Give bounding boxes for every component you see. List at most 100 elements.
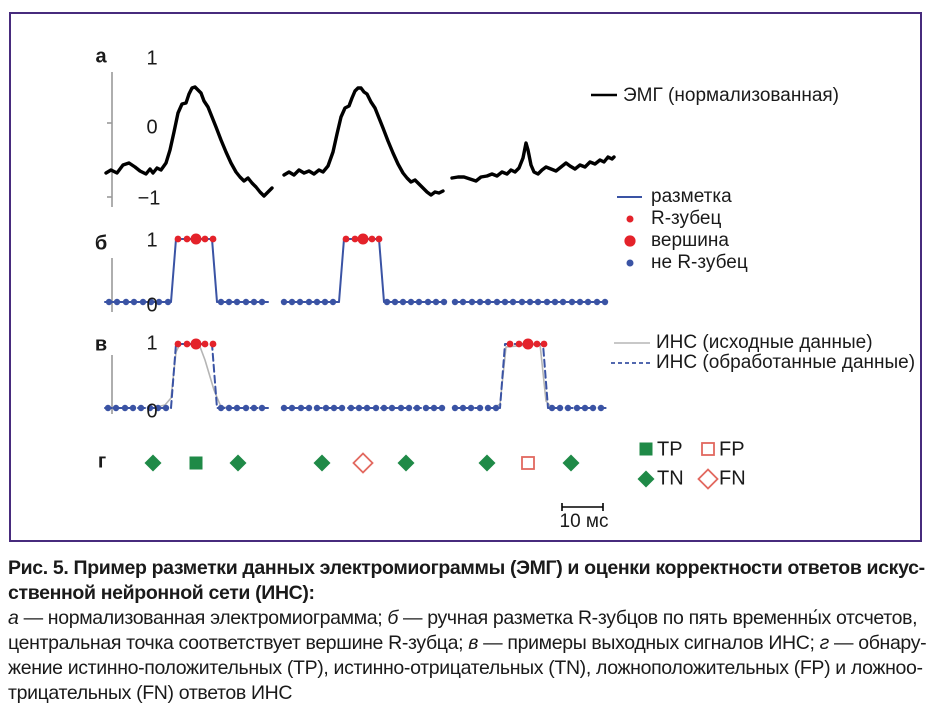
not-r-tooth-dot [492, 404, 500, 412]
legend-tn-swatch [637, 470, 655, 488]
r-tooth-dot [368, 235, 376, 243]
ins-raw-line [151, 343, 233, 409]
ins-processed-line [452, 343, 608, 409]
not-r-tooth-dot [501, 298, 509, 306]
not-r-tooth-dot [397, 404, 405, 412]
tn-marker [229, 454, 247, 472]
not-r-tooth-dot [468, 298, 476, 306]
not-r-tooth-dot [225, 298, 233, 306]
not-r-tooth-dot [122, 298, 130, 306]
not-r-tooth-dot [305, 404, 313, 412]
r-tooth-dot [174, 235, 182, 243]
not-r-tooth-dot [422, 404, 430, 412]
panel-g-label: г [97, 450, 107, 473]
not-r-tooth-dot [399, 298, 407, 306]
not-r-tooth-dot [147, 298, 155, 306]
legend-vershina-label: вершина [651, 230, 729, 251]
not-r-tooth-dot [250, 404, 258, 412]
r-tooth-dot [342, 235, 350, 243]
not-r-tooth-dot [551, 298, 559, 306]
not-r-tooth-dot [258, 298, 266, 306]
not-r-tooth-dot [288, 298, 296, 306]
not-r-tooth-dot [233, 404, 241, 412]
caption-text: — ручная разметка R-зубцов по пять време… [397, 607, 918, 629]
not-r-tooth-dot [155, 298, 163, 306]
not-r-tooth-dot [451, 404, 459, 412]
vershina-dot [190, 233, 202, 245]
caption-text: — нормализованная электромиограмма; [18, 607, 388, 629]
not-r-tooth-dot [476, 298, 484, 306]
not-r-tooth-dot [383, 298, 391, 306]
not-r-tooth-dot [388, 404, 396, 412]
r-tooth-dot [209, 340, 217, 348]
not-r-tooth-dot [338, 404, 346, 412]
not-r-tooth-dot [288, 404, 296, 412]
legend-fp-label: FP [719, 438, 745, 461]
not-r-tooth-dot [217, 404, 225, 412]
not-r-tooth-dot [589, 404, 597, 412]
legend-r-tooth-label: R-зубец [651, 208, 722, 229]
not-r-tooth-dot [568, 298, 576, 306]
not-r-tooth-dot [593, 298, 601, 306]
caption-text: — обнару- [828, 632, 927, 654]
legend-fn-swatch [697, 468, 719, 490]
not-r-tooth-dot [146, 404, 154, 412]
caption-panel-letter: а [8, 607, 19, 629]
caption-line: а — нормализованная электромиограмма; б … [8, 606, 928, 631]
not-r-tooth-dot [217, 298, 225, 306]
tn-marker [144, 454, 162, 472]
tn-marker [397, 454, 415, 472]
panel-v-ytick-0: 0 [146, 400, 158, 423]
tn-marker [478, 454, 496, 472]
legend-tp-label: TP [657, 438, 683, 461]
not-r-tooth-dot [129, 404, 137, 412]
ins-processed-line [104, 343, 269, 409]
r-tooth-dot [533, 340, 541, 348]
r-tooth-dot [209, 235, 217, 243]
not-r-tooth-dot [105, 298, 113, 306]
not-r-tooth-dot [526, 298, 534, 306]
r-tooth-dot [540, 340, 548, 348]
r-tooth-dot [201, 340, 209, 348]
tp-marker [189, 456, 203, 470]
not-r-tooth-dot [391, 298, 399, 306]
not-r-tooth-dot [581, 404, 589, 412]
not-r-tooth-dot [584, 298, 592, 306]
caption-line: ственной нейронной сети (ИНС): [8, 581, 928, 606]
not-r-tooth-dot [233, 298, 241, 306]
legend-tn-label: TN [657, 467, 684, 490]
not-r-tooth-dot [518, 298, 526, 306]
not-r-tooth-dot [493, 298, 501, 306]
not-r-tooth-dot [509, 298, 517, 306]
not-r-tooth-dot [296, 298, 304, 306]
markup-line [281, 238, 446, 303]
not-r-tooth-dot [313, 298, 321, 306]
not-r-tooth-dot [440, 298, 448, 306]
r-tooth-dot [183, 340, 191, 348]
legend-ins-processed-label: ИНС (обработанные данные) [656, 352, 916, 373]
legend-ins-raw-label: ИНС (исходные данные) [656, 332, 873, 353]
not-r-tooth-dot [313, 404, 321, 412]
not-r-tooth-dot [438, 404, 446, 412]
figure-plot-svg [104, 72, 719, 511]
not-r-tooth-dot [559, 298, 567, 306]
markup-line [104, 238, 269, 303]
r-tooth-dot [183, 235, 191, 243]
not-r-tooth-dot [242, 298, 250, 306]
caption-text: жение истинно-положительных (TP), истинн… [8, 657, 923, 679]
not-r-tooth-dot [415, 298, 423, 306]
not-r-tooth-dot [413, 404, 421, 412]
tn-marker [313, 454, 331, 472]
r-tooth-dot [201, 235, 209, 243]
r-tooth-dot [375, 235, 383, 243]
not-r-tooth-dot [430, 404, 438, 412]
not-r-tooth-dot [548, 404, 556, 412]
not-r-tooth-dot [363, 404, 371, 412]
emg-trace [104, 85, 274, 198]
r-tooth-dot [506, 340, 514, 348]
not-r-tooth-dot [543, 298, 551, 306]
not-r-tooth-dot [225, 404, 233, 412]
caption-panel-letter: в [468, 632, 479, 654]
not-r-tooth-dot [484, 404, 492, 412]
